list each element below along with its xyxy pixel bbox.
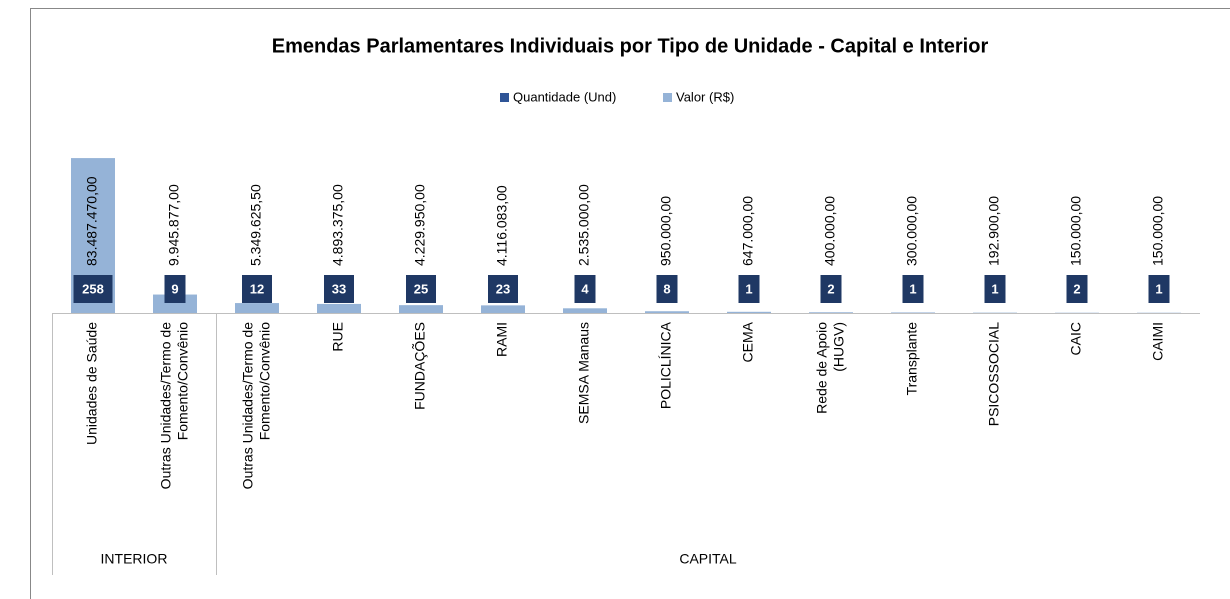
data-label: 2 — [827, 281, 834, 296]
bar — [563, 308, 607, 313]
data-label: 300.000,00 — [904, 196, 920, 266]
data-label: 5.349.625,50 — [248, 184, 264, 266]
data-label: 12 — [250, 281, 264, 296]
x-tick-label: Outras Unidades/Termo deFomento/Convênio — [239, 322, 272, 490]
group-label: CAPITAL — [679, 551, 737, 567]
legend-label: Valor (R$) — [676, 89, 734, 104]
data-label-box — [656, 275, 678, 303]
chart-title: Emendas Parlamentares Individuais por Ti… — [272, 35, 989, 57]
x-tick-label: RAMI — [494, 322, 510, 357]
bar — [399, 305, 443, 313]
data-label: 1 — [745, 281, 752, 296]
data-label-box — [73, 275, 113, 303]
data-label: 2 — [1073, 281, 1080, 296]
x-tick-label: PSICOSSOCIAL — [986, 322, 1002, 426]
bar — [727, 311, 771, 313]
bar — [317, 303, 361, 313]
bar — [809, 312, 853, 313]
data-label: 9.945.877,00 — [166, 184, 182, 266]
data-label: 8 — [663, 281, 670, 296]
data-label: 150.000,00 — [1150, 196, 1166, 266]
x-tick-label: POLICLÍNICA — [658, 321, 674, 409]
data-label-box — [574, 275, 596, 303]
data-label-box — [242, 275, 272, 303]
data-label-box — [406, 275, 436, 303]
group-label: INTERIOR — [101, 551, 168, 567]
data-label-box — [820, 275, 842, 303]
x-tick-label: SEMSA Manaus — [576, 322, 592, 424]
data-label: 9 — [171, 281, 178, 296]
data-label: 4 — [581, 281, 589, 296]
data-label: 23 — [496, 281, 510, 296]
bar — [645, 311, 689, 313]
data-label: 1 — [991, 281, 998, 296]
data-label-box — [1066, 275, 1088, 303]
legend-swatch — [663, 93, 672, 102]
data-label-box — [902, 275, 924, 303]
data-label: 4.229.950,00 — [412, 184, 428, 266]
data-label: 1 — [1155, 281, 1162, 296]
data-label: 192.900,00 — [986, 196, 1002, 266]
data-label: 950.000,00 — [658, 196, 674, 266]
data-label-box — [324, 275, 354, 303]
data-label-box — [164, 275, 186, 303]
x-tick-label: RUE — [330, 322, 346, 352]
chart-frame — [30, 8, 1230, 599]
x-tick-label: CEMA — [740, 321, 756, 362]
data-label-box — [488, 275, 518, 303]
data-label: 25 — [414, 281, 428, 296]
data-label: 1 — [909, 281, 916, 296]
data-label: 400.000,00 — [822, 196, 838, 266]
legend-label: Quantidade (Und) — [513, 89, 616, 104]
data-label: 258 — [82, 281, 104, 296]
legend-swatch — [500, 93, 509, 102]
data-label: 83.487.470,00 — [84, 176, 100, 266]
x-tick-label: CAIMI — [1150, 322, 1166, 361]
bar — [481, 305, 525, 313]
data-label: 33 — [332, 281, 346, 296]
x-tick-label: Unidades de Saúde — [84, 322, 100, 445]
data-label: 4.116.083,00 — [494, 185, 510, 266]
x-tick-label: FUNDAÇÕES — [412, 322, 428, 410]
data-label: 150.000,00 — [1068, 196, 1084, 266]
data-label: 647.000,00 — [740, 196, 756, 266]
data-label: 4.893.375,00 — [330, 184, 346, 266]
data-label-box — [1148, 275, 1170, 303]
bar — [891, 312, 935, 313]
x-tick-label: Outras Unidades/Termo deFomento/Convênio — [157, 322, 190, 490]
data-label: 2.535.000,00 — [576, 184, 592, 266]
data-label-box — [738, 275, 760, 303]
data-label-box — [984, 275, 1006, 303]
bar — [235, 303, 279, 313]
x-tick-label: CAIC — [1068, 322, 1084, 355]
x-tick-label: Transplante — [904, 322, 920, 396]
x-tick-label: Rede de Apoio(HUGV) — [813, 322, 846, 414]
bar — [153, 294, 197, 313]
